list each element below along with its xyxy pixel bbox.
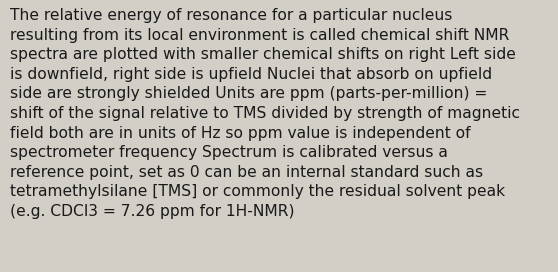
Text: The relative energy of resonance for a particular nucleus
resulting from its loc: The relative energy of resonance for a p… bbox=[10, 8, 520, 219]
